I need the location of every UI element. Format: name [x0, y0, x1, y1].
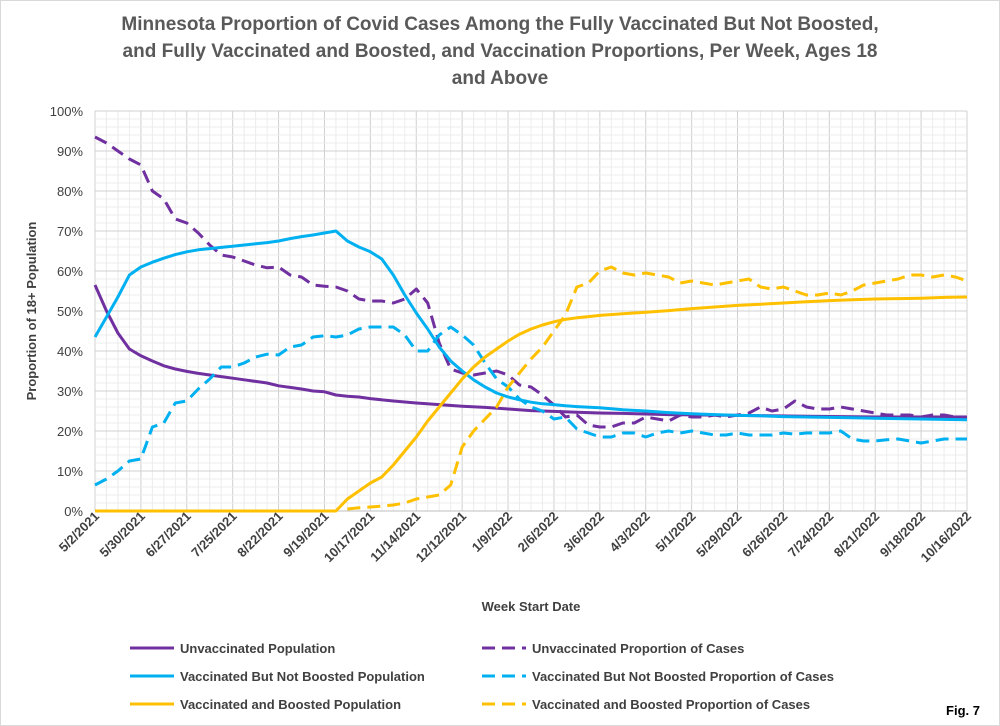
x-tick-label: 7/24/2022 — [785, 509, 837, 561]
series-line-4 — [94, 325, 967, 487]
y-tick-label: 100% — [50, 104, 84, 119]
x-tick-label: 7/25/2021 — [188, 509, 240, 561]
x-axis-title: Week Start Date — [482, 599, 581, 614]
y-tick-label: 60% — [57, 264, 83, 279]
y-tick-label: 30% — [57, 384, 83, 399]
figure-label: Fig. 7 — [946, 703, 980, 718]
y-tick-label: 90% — [57, 144, 83, 159]
x-tick-label: 4/3/2022 — [606, 509, 652, 555]
x-tick-label: 1/9/2022 — [469, 509, 515, 555]
legend-label: Vaccinated But Not Boosted Proportion of… — [532, 669, 834, 684]
y-tick-label: 10% — [57, 464, 83, 479]
legend-label: Vaccinated and Boosted Proportion of Cas… — [532, 697, 810, 712]
x-tick-label: 6/26/2022 — [739, 509, 791, 561]
series-line-5 — [95, 295, 968, 513]
x-tick-label: 8/21/2022 — [831, 509, 883, 561]
chart-title: Minnesota Proportion of Covid Cases Amon… — [121, 14, 878, 89]
plot-grid — [94, 110, 968, 512]
x-tick-label: 5/1/2022 — [652, 509, 698, 555]
y-axis-title: Proportion of 18+ Population — [24, 222, 39, 401]
y-tick-label: 0% — [64, 504, 83, 519]
y-axis-ticks: 0% 10% 20% 30% 40% 50% 60% 70% 80% 90% 100% — [50, 104, 84, 519]
chart-title-line-2: and Fully Vaccinated and Boosted, and Va… — [123, 41, 878, 62]
x-tick-label: 5/30/2021 — [97, 509, 149, 561]
series-line-1 — [93, 284, 967, 419]
legend-label: Vaccinated But Not Boosted Population — [180, 669, 425, 684]
series-line-6 — [347, 265, 968, 511]
series-line-2 — [94, 135, 967, 429]
legend-label: Vaccinated and Boosted Population — [180, 697, 401, 712]
x-tick-label: 6/27/2021 — [142, 509, 194, 561]
x-tick-label: 8/22/2021 — [234, 509, 286, 561]
y-tick-label: 40% — [57, 344, 83, 359]
series-line-3 — [93, 229, 968, 422]
y-tick-label: 20% — [57, 424, 83, 439]
chart-title-line-3: and Above — [452, 68, 548, 89]
y-tick-label: 50% — [57, 304, 83, 319]
x-tick-label: 3/6/2022 — [561, 509, 607, 555]
legend-label: Unvaccinated Population — [180, 641, 335, 656]
x-tick-label: 5/29/2022 — [693, 509, 745, 561]
legend-label: Unvaccinated Proportion of Cases — [532, 641, 744, 656]
legend: Unvaccinated Population Unvaccinated Prop… — [130, 641, 834, 712]
y-tick-label: 80% — [57, 184, 83, 199]
y-tick-label: 70% — [57, 224, 83, 239]
x-tick-label: 2/6/2022 — [515, 509, 561, 555]
x-axis-ticks: 5/2/20215/30/20216/27/20217/25/20218/22/… — [56, 509, 974, 566]
chart-title-line-1: Minnesota Proportion of Covid Cases Amon… — [121, 14, 878, 35]
series-lines — [93, 135, 968, 513]
